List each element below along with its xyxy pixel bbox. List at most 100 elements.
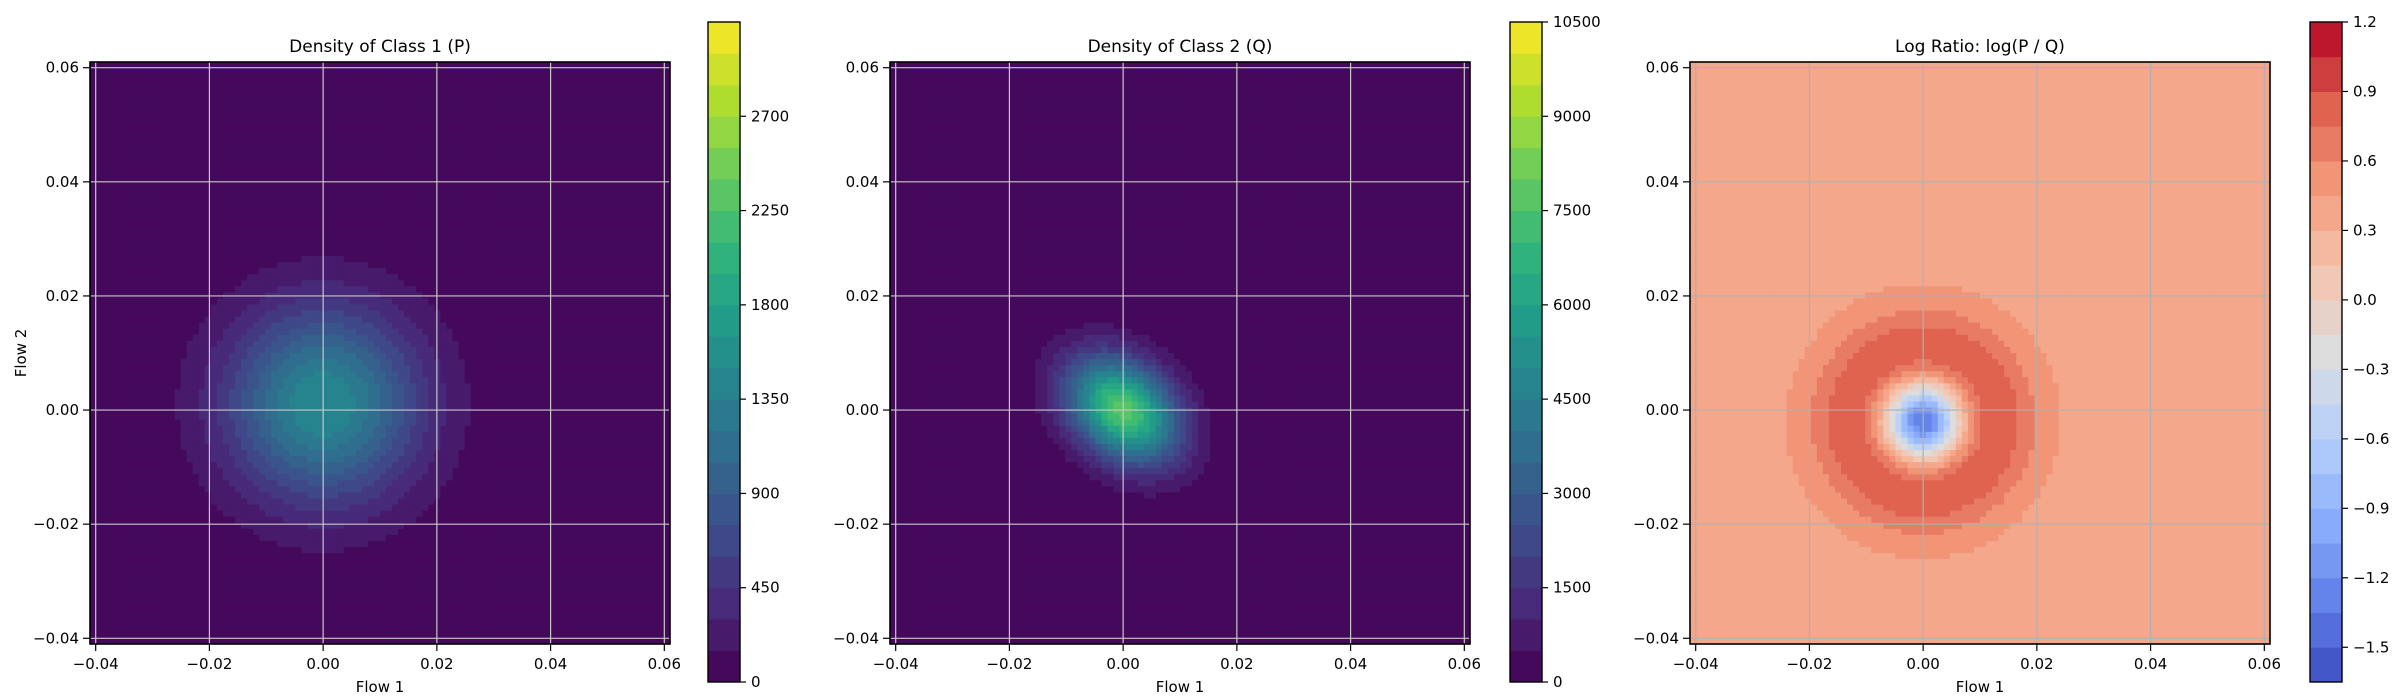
x-tick-label: 0.02: [420, 655, 453, 673]
colorbar: [708, 22, 740, 683]
colorbar-level: [708, 53, 740, 86]
x-tick-label: −0.02: [1786, 655, 1832, 673]
y-tick-label: −0.04: [33, 629, 79, 647]
colorbar: [1510, 22, 1542, 683]
x-tick-label: 0.02: [1220, 655, 1253, 673]
colorbar-tick-label: 9000: [1553, 107, 1591, 125]
colorbar-tick-label: 2250: [751, 202, 789, 220]
y-tick-label: −0.02: [33, 515, 79, 533]
chart-title: Density of Class 1 (P): [289, 37, 471, 57]
y-tick-label: 0.06: [46, 59, 79, 77]
colorbar-level: [1510, 399, 1542, 432]
y-tick-label: 0.06: [1646, 59, 1679, 77]
plot-frame: [1689, 61, 2271, 645]
x-tick-label: 0.00: [1106, 655, 1139, 673]
colorbar-level: [1510, 53, 1542, 86]
colorbar-tick-label: 0.6: [2353, 152, 2377, 170]
x-tick-label: −0.04: [873, 655, 919, 673]
colorbar-level: [1510, 556, 1542, 589]
colorbar-level: [708, 22, 740, 54]
colorbar-frame: [2309, 21, 2343, 683]
colorbar-level: [2310, 369, 2342, 405]
y-tick-label: 0.00: [46, 401, 79, 419]
colorbar-tick-label: −0.6: [2353, 430, 2389, 448]
colorbar-level: [1510, 650, 1542, 683]
colorbar-tick-label: 3000: [1553, 484, 1591, 502]
colorbar-frame: [1509, 21, 1543, 683]
colorbar-level: [708, 524, 740, 557]
colorbar-level: [1510, 273, 1542, 306]
x-tick-label: 0.02: [2020, 655, 2053, 673]
colorbar-level: [2310, 299, 2342, 336]
x-tick-label: 0.00: [306, 655, 339, 673]
colorbar-level: [708, 336, 740, 369]
colorbar: [2310, 22, 2342, 683]
colorbar-tick-label: 900: [751, 484, 780, 502]
y-tick-label: 0.06: [846, 59, 879, 77]
y-tick-label: 0.04: [846, 173, 879, 191]
x-tick-label: −0.04: [73, 655, 119, 673]
y-tick-label: 0.02: [46, 287, 79, 305]
x-tick-label: −0.02: [186, 655, 232, 673]
y-tick-label: 0.04: [46, 173, 79, 191]
colorbar-level: [2310, 508, 2342, 544]
colorbar-level: [1510, 524, 1542, 557]
y-tick-label: 0.00: [1646, 401, 1679, 419]
x-tick-label: −0.02: [986, 655, 1032, 673]
colorbar-tick-label: 0: [751, 673, 761, 691]
colorbar-level: [708, 84, 740, 117]
colorbar-level: [1510, 493, 1542, 526]
x-tick-label: 0.04: [534, 655, 567, 673]
y-tick-label: −0.02: [1633, 515, 1679, 533]
colorbar-level: [708, 147, 740, 180]
colorbar-level: [708, 242, 740, 274]
colorbar-tick-label: −0.9: [2353, 499, 2389, 517]
y-tick-label: −0.04: [833, 629, 879, 647]
y-tick-label: 0.00: [846, 401, 879, 419]
colorbar-level: [2310, 160, 2342, 197]
colorbar-level: [1510, 462, 1542, 494]
colorbar-level: [708, 116, 740, 149]
colorbar-level: [1510, 304, 1542, 337]
y-tick-label: −0.02: [833, 515, 879, 533]
colorbar-frame: [707, 21, 741, 683]
x-tick-label: 0.06: [648, 655, 681, 673]
colorbar-tick-label: −1.2: [2353, 569, 2389, 587]
colorbar-tick-label: 1800: [751, 296, 789, 314]
colorbar-level: [2310, 647, 2342, 683]
density-field: [90, 62, 670, 644]
colorbar-level: [2310, 230, 2342, 266]
colorbar-level: [1510, 179, 1542, 212]
colorbar-level: [708, 430, 740, 463]
colorbar-tick-label: 1.2: [2353, 13, 2377, 31]
colorbar-level: [708, 273, 740, 306]
y-tick-label: 0.02: [1646, 287, 1679, 305]
colorbar-level: [708, 650, 740, 683]
plot-frame: [89, 61, 671, 645]
x-tick-label: 0.04: [2134, 655, 2167, 673]
colorbar-level: [2310, 56, 2342, 92]
x-tick-label: −0.04: [1673, 655, 1719, 673]
x-tick-label: 0.00: [1906, 655, 1939, 673]
colorbar-level: [708, 619, 740, 652]
colorbar-tick-label: 10500: [1553, 13, 1601, 31]
colorbar-level: [2310, 543, 2342, 579]
y-tick-label: −0.04: [1633, 629, 1679, 647]
colorbar-level: [1510, 587, 1542, 620]
colorbar-level: [2310, 265, 2342, 301]
colorbar-level: [2310, 404, 2342, 440]
colorbar-level: [1510, 336, 1542, 369]
x-axis-label: Flow 1: [356, 678, 405, 696]
colorbar-level: [2310, 334, 2342, 370]
colorbar-level: [2310, 473, 2342, 509]
colorbar-level: [2310, 126, 2342, 162]
colorbar-tick-label: −1.5: [2353, 638, 2389, 656]
colorbar-tick-label: 2700: [751, 107, 789, 125]
colorbar-level: [708, 462, 740, 494]
colorbar-level: [1510, 430, 1542, 463]
colorbar-level: [708, 210, 740, 243]
colorbar-level: [1510, 210, 1542, 243]
colorbar-level: [2310, 438, 2342, 475]
colorbar-level: [2310, 91, 2342, 127]
